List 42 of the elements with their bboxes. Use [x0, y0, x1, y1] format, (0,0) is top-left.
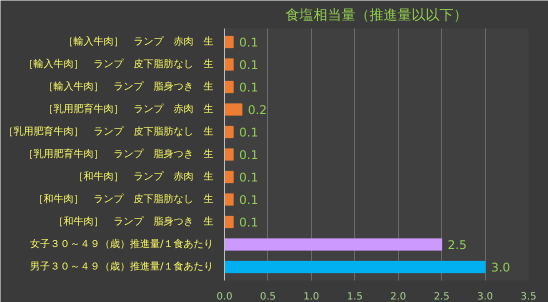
data-label: 0.1 — [239, 36, 258, 50]
x-tick-label: 3.0 — [477, 292, 494, 302]
bar — [224, 238, 442, 251]
data-label: 0.1 — [239, 193, 258, 207]
bar — [224, 36, 234, 48]
bar — [224, 80, 234, 94]
x-tick-label: 2.5 — [434, 292, 450, 302]
bar — [224, 260, 486, 274]
x-tick-label: 2.0 — [390, 292, 406, 302]
x-tick-label: 0.0 — [216, 292, 232, 302]
bar — [224, 193, 234, 206]
y-tick-label: ［和牛肉］ ランプ 赤肉 生 — [74, 170, 214, 182]
y-tick-label: ［和牛肉］ ランプ 脂身つき 生 — [54, 216, 214, 228]
x-tick-label: 0.5 — [260, 292, 276, 302]
bar — [224, 148, 234, 161]
y-tick-label: 女子３０～４９（歳）推進量/１食あたり — [30, 238, 214, 250]
data-label: 0.1 — [239, 148, 258, 162]
chart-title: 食塩相当量（推進量以以下） — [286, 8, 468, 24]
x-tick-label: 3.5 — [520, 292, 536, 302]
data-label: 3.0 — [491, 260, 510, 274]
data-label: 0.1 — [239, 80, 258, 94]
bar — [224, 170, 234, 184]
y-tick-label: ［乳用肥育牛肉］ ランプ 皮下脂肪なし 生 — [4, 126, 214, 138]
bar — [224, 126, 234, 138]
y-tick-label: 男子３０～４９（歳）推進量/１食あたり — [30, 260, 214, 272]
data-label: 0.2 — [248, 103, 267, 117]
bar — [224, 58, 234, 71]
x-tick-label: 1.0 — [303, 292, 320, 302]
data-label: 0.1 — [239, 216, 258, 230]
y-tick-label: ［輸入牛肉］ ランプ 赤肉 生 — [64, 36, 214, 48]
y-tick-label: ［輸入牛肉］ ランプ 脂身つき 生 — [44, 80, 214, 92]
y-tick-label: ［和牛肉］ ランプ 皮下脂肪なし 生 — [34, 193, 214, 205]
data-label: 0.1 — [239, 58, 258, 72]
x-tick-label: 1.5 — [346, 292, 363, 302]
data-label: 0.1 — [239, 126, 258, 140]
data-label: 0.1 — [239, 170, 258, 184]
bar — [224, 103, 242, 116]
y-tick-label: ［乳用肥育牛肉］ ランプ 赤肉 生 — [44, 103, 214, 115]
y-tick-label: ［乳用肥育牛肉］ ランプ 脂身つき 生 — [24, 148, 214, 160]
y-tick-label: ［輸入牛肉］ ランプ 皮下脂肪なし 生 — [24, 58, 214, 70]
data-label: 2.5 — [448, 238, 467, 252]
bar — [224, 216, 234, 228]
